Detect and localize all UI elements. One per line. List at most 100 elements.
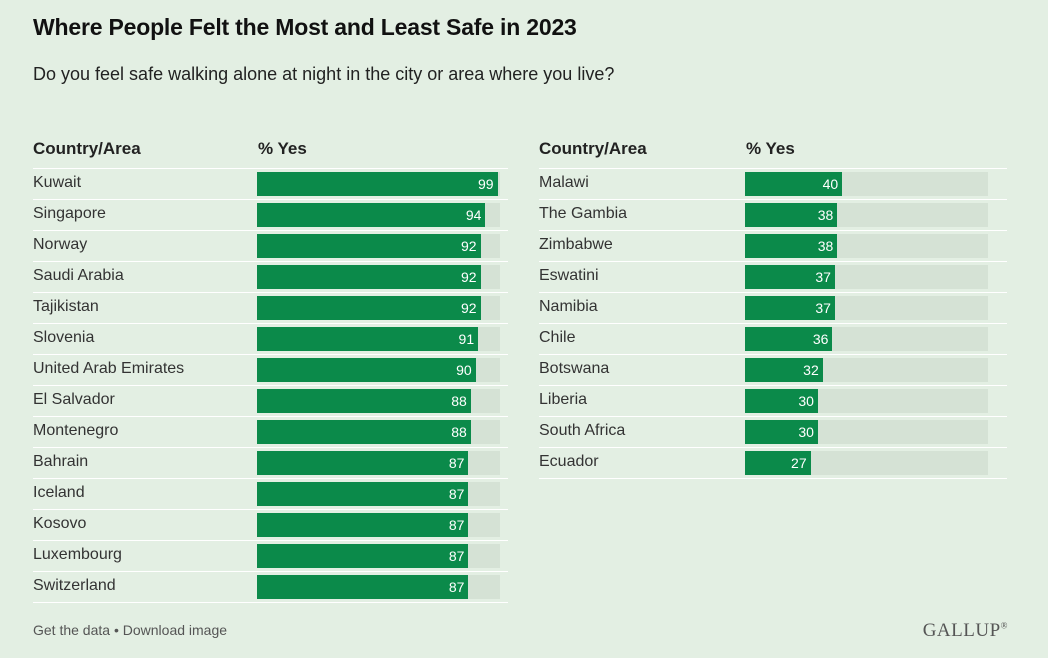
- table-row: Kuwait 99: [33, 169, 508, 200]
- table-row: Luxembourg 87: [33, 541, 508, 572]
- bar-value-label: 87: [448, 579, 465, 595]
- bar-value-label: 92: [460, 238, 477, 254]
- bar: 87: [257, 451, 469, 475]
- bar-value-label: 30: [798, 424, 814, 440]
- bar-value-label: 87: [448, 486, 465, 502]
- bar-track: 99: [257, 172, 500, 196]
- chart-title: Where People Felt the Most and Least Saf…: [33, 14, 577, 40]
- bar-track: 32: [745, 358, 988, 382]
- bar-value-label: 87: [448, 455, 465, 471]
- bar-track: 90: [257, 358, 500, 382]
- bar: 37: [745, 265, 835, 289]
- bar: 37: [745, 296, 835, 320]
- bar: 38: [745, 203, 838, 227]
- bar: 92: [257, 296, 481, 320]
- table-row: Slovenia 91: [33, 324, 508, 355]
- table-row: Singapore 94: [33, 200, 508, 231]
- bar: 87: [257, 544, 469, 568]
- country-label: Botswana: [539, 360, 610, 377]
- bar-value-label: 38: [817, 238, 834, 254]
- country-label: Ecuador: [539, 453, 599, 470]
- bar: 92: [257, 265, 481, 289]
- get-data-link[interactable]: Get the data: [33, 622, 111, 638]
- country-label: Kuwait: [33, 174, 82, 191]
- bar-track: 30: [745, 389, 988, 413]
- table-row: Bahrain 87: [33, 448, 508, 479]
- bar-track: 37: [745, 265, 988, 289]
- country-label: United Arab Emirates: [33, 360, 185, 377]
- table-row: Norway 92: [33, 231, 508, 262]
- bar-value-label: 40: [822, 176, 839, 192]
- table-row: Tajikistan 92: [33, 293, 508, 324]
- bar: 90: [257, 358, 476, 382]
- most-safe-rows: Kuwait 99 Singapore 94 Norway 92 Saudi Arabia 9…: [33, 169, 508, 603]
- country-label: Switzerland: [33, 577, 116, 594]
- table-row: Switzerland 87: [33, 572, 508, 603]
- table-row: Namibia 37: [539, 293, 1007, 324]
- bar-track: 27: [745, 451, 988, 475]
- column-header-value: % Yes: [746, 139, 795, 158]
- download-image-link[interactable]: Download image: [122, 622, 228, 638]
- table-row: Botswana 32: [539, 355, 1007, 386]
- bar-value-label: 87: [448, 517, 465, 533]
- country-label: El Salvador: [33, 391, 115, 408]
- country-label: Singapore: [33, 205, 106, 222]
- bar: 30: [745, 420, 818, 444]
- table-row: Ecuador 27: [539, 448, 1007, 479]
- most-safe-table: Country/Area % Yes Kuwait 99 Singapore 94 No…: [33, 134, 508, 603]
- bar-track: 87: [257, 544, 500, 568]
- bar-track: 30: [745, 420, 988, 444]
- table-row: Iceland 87: [33, 479, 508, 510]
- bar-track: 38: [745, 203, 988, 227]
- country-label: Saudi Arabia: [33, 267, 124, 284]
- bar: 32: [745, 358, 823, 382]
- bar-value-label: 87: [448, 548, 465, 564]
- bar-value-label: 32: [803, 362, 819, 378]
- bar: 94: [257, 203, 486, 227]
- bar-track: 92: [257, 234, 500, 258]
- table-row: El Salvador 88: [33, 386, 508, 417]
- country-label: Eswatini: [539, 267, 599, 284]
- bar: 38: [745, 234, 838, 258]
- bar: 92: [257, 234, 481, 258]
- gallup-logo-text: GALLUP: [922, 620, 1001, 641]
- country-label: Malawi: [539, 174, 589, 191]
- bar: 88: [257, 420, 471, 444]
- table-row: Kosovo 87: [33, 510, 508, 541]
- bar-value-label: 90: [456, 362, 472, 378]
- bar-track: 88: [257, 389, 500, 413]
- bar-track: 40: [745, 172, 988, 196]
- country-label: Bahrain: [33, 453, 89, 470]
- bar: 87: [257, 575, 469, 599]
- table-row: South Africa 30: [539, 417, 1007, 448]
- bar: 91: [257, 327, 479, 351]
- table-row: Liberia 30: [539, 386, 1007, 417]
- bar: 40: [745, 172, 843, 196]
- bar: 30: [745, 389, 818, 413]
- country-label: Slovenia: [33, 329, 95, 346]
- bar-track: 37: [745, 296, 988, 320]
- gallup-logo: GALLUP®: [923, 620, 1008, 642]
- country-label: Kosovo: [33, 515, 87, 532]
- country-label: Montenegro: [33, 422, 119, 439]
- footer-separator: •: [110, 622, 123, 638]
- table-header: Country/Area % Yes: [33, 134, 508, 169]
- bar-value-label: 37: [815, 269, 831, 285]
- least-safe-rows: Malawi 40 The Gambia 38 Zimbabwe 38 Eswatini 37…: [539, 169, 1007, 479]
- country-label: Luxembourg: [33, 546, 122, 563]
- bar-track: 87: [257, 513, 500, 537]
- bar-track: 94: [257, 203, 500, 227]
- bar-track: 87: [257, 451, 500, 475]
- table-row: Saudi Arabia 92: [33, 262, 508, 293]
- country-label: Namibia: [539, 298, 598, 315]
- table-row: Chile 36: [539, 324, 1007, 355]
- country-label: Norway: [33, 236, 88, 253]
- bar-track: 91: [257, 327, 500, 351]
- bar-track: 38: [745, 234, 988, 258]
- country-label: Zimbabwe: [539, 236, 613, 253]
- bar-track: 88: [257, 420, 500, 444]
- bar-value-label: 92: [460, 269, 477, 285]
- table-row: United Arab Emirates 90: [33, 355, 508, 386]
- table-header: Country/Area % Yes: [539, 134, 1007, 169]
- least-safe-table: Country/Area % Yes Malawi 40 The Gambia 38 Z…: [539, 134, 1007, 479]
